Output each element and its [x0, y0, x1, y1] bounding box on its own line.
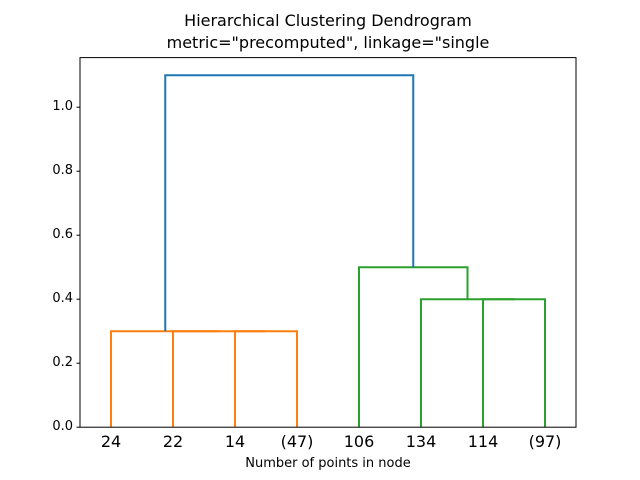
dendrogram-link — [358, 266, 469, 428]
y-tick-label: 0.2 — [52, 355, 73, 371]
axes-border — [79, 57, 577, 428]
leaf-label: 114 — [467, 432, 499, 451]
y-axis-ticks — [76, 106, 80, 428]
y-tick-label: 0.8 — [52, 163, 73, 179]
dendrogram-link — [482, 298, 546, 428]
leaf-label: 134 — [405, 432, 437, 451]
chart-title: Hierarchical Clustering Dendrogram metri… — [80, 10, 576, 54]
leaf-label: 24 — [100, 432, 122, 451]
dendrogram-link — [172, 330, 266, 428]
dendrogram-links — [110, 74, 546, 428]
dendrogram-link — [420, 298, 514, 428]
leaf-label: 106 — [343, 432, 375, 451]
x-axis-label: Number of points in node — [245, 456, 411, 471]
leaf-label: (97) — [528, 432, 562, 451]
leaf-label: (47) — [280, 432, 314, 451]
dendrogram-link — [164, 74, 415, 332]
dendrogram-link — [110, 330, 220, 428]
dendrogram-link — [234, 330, 298, 428]
y-tick-label: 1.0 — [52, 99, 73, 115]
chart-title-line1: Hierarchical Clustering Dendrogram — [184, 11, 472, 30]
y-tick-label: 0.0 — [52, 419, 73, 435]
y-tick-label: 0.4 — [52, 291, 73, 307]
leaf-label: 14 — [224, 432, 246, 451]
leaf-label: 22 — [162, 432, 184, 451]
chart-title-line2: metric="precomputed", linkage="single — [166, 33, 490, 52]
y-tick-label: 0.6 — [52, 227, 73, 243]
